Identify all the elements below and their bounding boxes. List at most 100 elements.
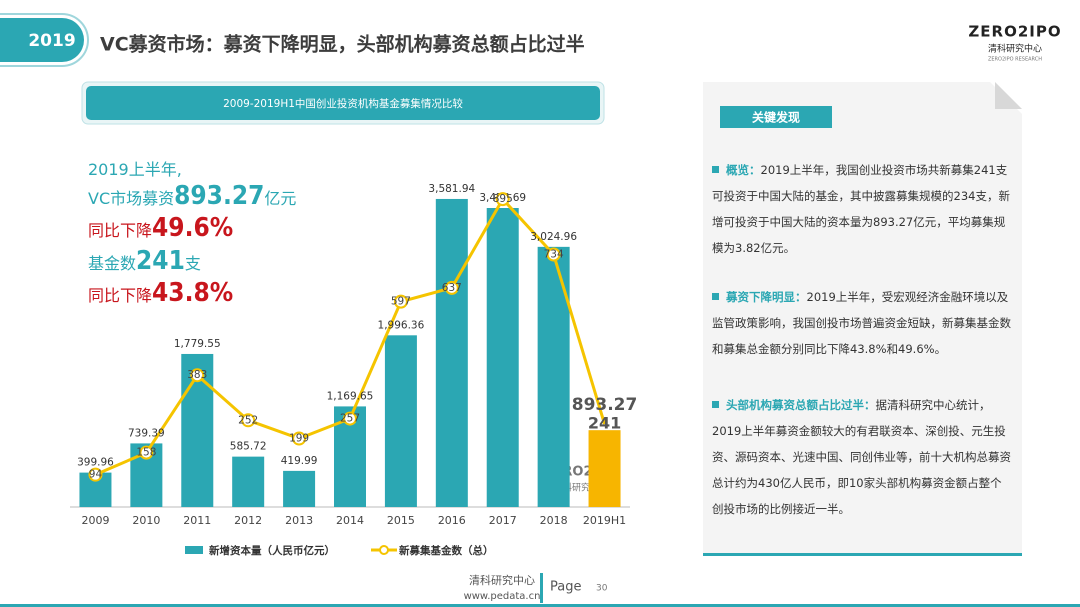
summary-text: 2019上半年, [88,160,182,179]
summary-line: 基金数241支 [88,246,201,279]
bar-value-label: 1,169.65 [327,390,374,402]
summary-figure: 43.8% [152,278,234,308]
bar [283,470,316,507]
bar [384,335,417,507]
bar-value-label: 739.39 [128,427,165,439]
summary-unit: 亿元 [264,189,297,208]
footer-rule [0,604,1080,607]
title: VC募资市场：募资下降明显，头部机构募资总额占比过半 [100,33,585,56]
line-value-label: 734 [544,249,564,261]
bar-value-label: 1,779.55 [174,338,221,350]
x-tick-label: 2009 [81,514,109,527]
badge-ring [0,13,89,67]
chart-title-bg [86,86,600,120]
badge-bg [0,18,84,62]
finding-head: 头部机构募资总额占比过半： [726,398,876,412]
finding-body: 据清科研究中心统计，2019上半年募资金额较大的有君联资本、深创投、元生投资、源… [712,398,1011,516]
footer-org: 清科研究中心 [469,573,535,587]
panel-rule [703,553,1022,556]
logo-name: 清科研究中心 [988,43,1042,55]
finding-body: 2019上半年，我国创业投资市场共新募集241支可投资于中国大陆的基金，其中披露… [712,163,1010,255]
bar-value-label: 3,581.94 [428,183,475,195]
line-marker [241,413,256,428]
line-value-label: 241 [588,414,621,433]
finding-head: 募资下降明显： [726,290,807,304]
x-tick-label: 2014 [336,514,364,527]
legend-swatch [379,545,389,555]
x-tick-label: 2015 [387,514,415,527]
line-value-label: 597 [391,296,411,308]
finding-head: 概览： [726,163,761,177]
bar-value-label: 419.99 [281,455,318,467]
x-tick-label: 2011 [183,514,211,527]
bar-value-label: 399.96 [77,457,114,469]
line-marker [292,431,307,446]
line-marker [444,280,459,295]
summary-text: 基金数 [88,254,137,273]
summary-line: 同比下降43.8% [88,278,233,311]
summary-figure: 49.6% [152,213,234,243]
legend-swatch [185,546,203,554]
bar [486,208,519,508]
panel-fold [995,82,1022,109]
chart-title: 2009-2019H1中国创业投资机构基金募集情况比较 [223,97,463,110]
line-value-label: 895 [493,193,513,205]
header: 2019 VC募资市场：募资下降明显，头部机构募资总额占比过半 ZERO2IPO… [0,13,1061,67]
bar-value-label: 585.72 [230,441,267,453]
footer-url: www.pedata.cn [464,591,541,602]
footer-page-label: Page [550,580,581,595]
line-value-label: 637 [442,282,462,294]
footer-page-number: 30 [596,584,608,594]
line-marker [495,192,510,207]
summary-line: VC市场募资893.27亿元 [88,181,296,214]
line-marker [139,445,154,460]
line-value-label: 158 [136,447,156,459]
x-tick-label: 2017 [489,514,517,527]
summary-figure: 241 [136,246,185,276]
summary-figure: 893.27 [174,181,265,211]
summary-text: 同比下降 [88,221,153,240]
line-value-label: 199 [289,433,309,445]
line-marker [190,368,205,383]
bar [588,430,621,507]
chart: 2009-2019H1中国创业投资机构基金募集情况比较 ZERO2IPO 清科研… [70,81,638,557]
legend-label: 新增资本量（人民币亿元） [209,544,335,557]
summary-unit: 支 [184,254,201,273]
line-marker [393,294,408,309]
x-tick-label: 2012 [234,514,262,527]
summary-text: VC市场募资 [88,189,175,208]
x-tick-label: 2019H1 [583,514,626,527]
bar [232,456,265,507]
summary-line: 同比下降49.6% [88,213,233,246]
heading-bg [720,106,832,128]
line-marker [343,411,357,426]
finding-body: 2019上半年，受宏观经济金融环境以及监管政策影响，我国创投市场普遍资金短缺，新… [712,290,1011,356]
logo-brand: ZERO2IPO [968,23,1061,41]
finding: 概览：2019上半年，我国创业投资市场共新募集241支可投资于中国大陆的基金，其… [712,157,1012,261]
x-tick-label: 2016 [438,514,466,527]
footer-bar [540,573,543,603]
bar-value-label: 3,024.96 [530,231,577,243]
panel-bg [703,82,1022,555]
finding: 募资下降明显：2019上半年，受宏观经济金融环境以及监管政策影响，我国创投市场普… [712,284,1012,362]
line-marker [88,467,103,482]
legend-label: 新募集基金数（总） [399,544,494,557]
x-tick-label: 2010 [132,514,160,527]
line-value-label: 94 [89,469,103,481]
finding: 头部机构募资总额占比过半：据清科研究中心统计，2019上半年募资金额较大的有君联… [712,392,1012,522]
bar-value-label: 893.27 [572,395,638,415]
line-value-label: 383 [187,369,207,381]
bar-value-label: 1,996.36 [378,319,425,331]
line-value-label: 257 [340,413,360,425]
findings-heading: 关键发现 [752,110,800,125]
line-value-label: 252 [238,414,258,426]
x-tick-label: 2018 [540,514,568,527]
logo-sub: ZERO2IPO RESEARCH [988,57,1042,63]
summary-text: 同比下降 [88,286,153,305]
bar [435,198,468,507]
line-marker [546,247,561,262]
summary-line: 2019上半年, [88,155,182,185]
x-tick-label: 2013 [285,514,313,527]
